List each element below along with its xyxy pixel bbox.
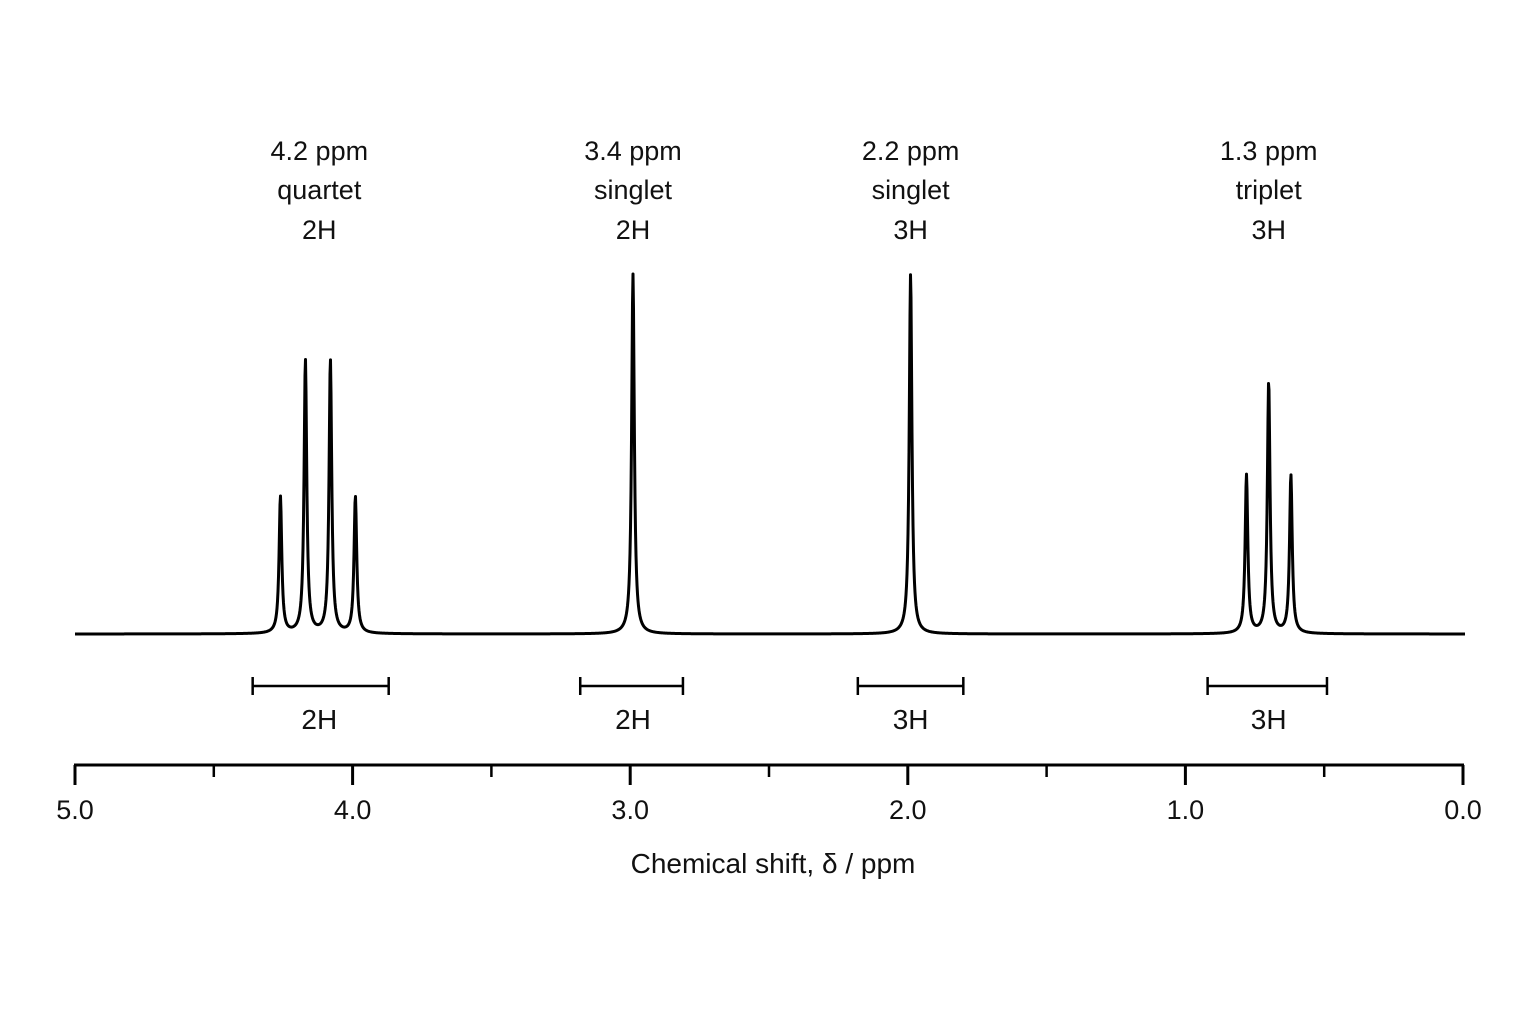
peak-labels: 4.2 ppm quartet 2H 3.4 ppm singlet 2H 2.2 ppm s… bbox=[271, 136, 1318, 245]
peak-protons-label: 2H bbox=[302, 215, 337, 245]
peak-multiplicity-label: singlet bbox=[872, 175, 951, 205]
integral-bracket: 3H bbox=[856, 677, 965, 735]
peak-multiplicity-label: triplet bbox=[1236, 175, 1303, 205]
x-tick-label: 3.0 bbox=[611, 795, 649, 825]
x-tick-label: 1.0 bbox=[1167, 795, 1205, 825]
peak-shift-label: 3.4 ppm bbox=[584, 136, 682, 166]
peak-label-group: 4.2 ppm quartet 2H bbox=[271, 136, 369, 245]
x-axis: 5.0 4.0 3.0 2.0 1.0 0.0 bbox=[56, 763, 1482, 825]
peak-protons-label: 3H bbox=[1251, 215, 1286, 245]
integral-label: 3H bbox=[1251, 704, 1287, 735]
integral-label: 2H bbox=[615, 704, 651, 735]
integral-bracket: 2H bbox=[251, 677, 390, 735]
peak-multiplicity-label: quartet bbox=[277, 175, 362, 205]
x-axis-title: Chemical shift, δ / ppm bbox=[631, 848, 916, 879]
x-tick-label: 0.0 bbox=[1444, 795, 1482, 825]
peak-multiplicity-label: singlet bbox=[594, 175, 673, 205]
peak-protons-label: 3H bbox=[893, 215, 928, 245]
x-ticks: 5.0 4.0 3.0 2.0 1.0 0.0 bbox=[56, 765, 1482, 825]
peak-label-group: 2.2 ppm singlet 3H bbox=[862, 136, 960, 245]
spectrum-trace bbox=[74, 272, 1466, 636]
integral-label: 3H bbox=[893, 704, 929, 735]
peak-shift-label: 2.2 ppm bbox=[862, 136, 960, 166]
peak-label-group: 1.3 ppm triplet 3H bbox=[1220, 136, 1318, 245]
peak-protons-label: 2H bbox=[616, 215, 651, 245]
x-tick-label: 5.0 bbox=[56, 795, 94, 825]
integral-brackets: 2H 2H 3H 3H bbox=[251, 677, 1329, 735]
peak-shift-label: 1.3 ppm bbox=[1220, 136, 1318, 166]
peak-label-group: 3.4 ppm singlet 2H bbox=[584, 136, 682, 245]
integral-bracket: 2H bbox=[578, 677, 685, 735]
peak-shift-label: 4.2 ppm bbox=[271, 136, 369, 166]
x-tick-label: 2.0 bbox=[889, 795, 927, 825]
integral-label: 2H bbox=[301, 704, 337, 735]
x-tick-label: 4.0 bbox=[334, 795, 372, 825]
integral-bracket: 3H bbox=[1206, 677, 1329, 735]
